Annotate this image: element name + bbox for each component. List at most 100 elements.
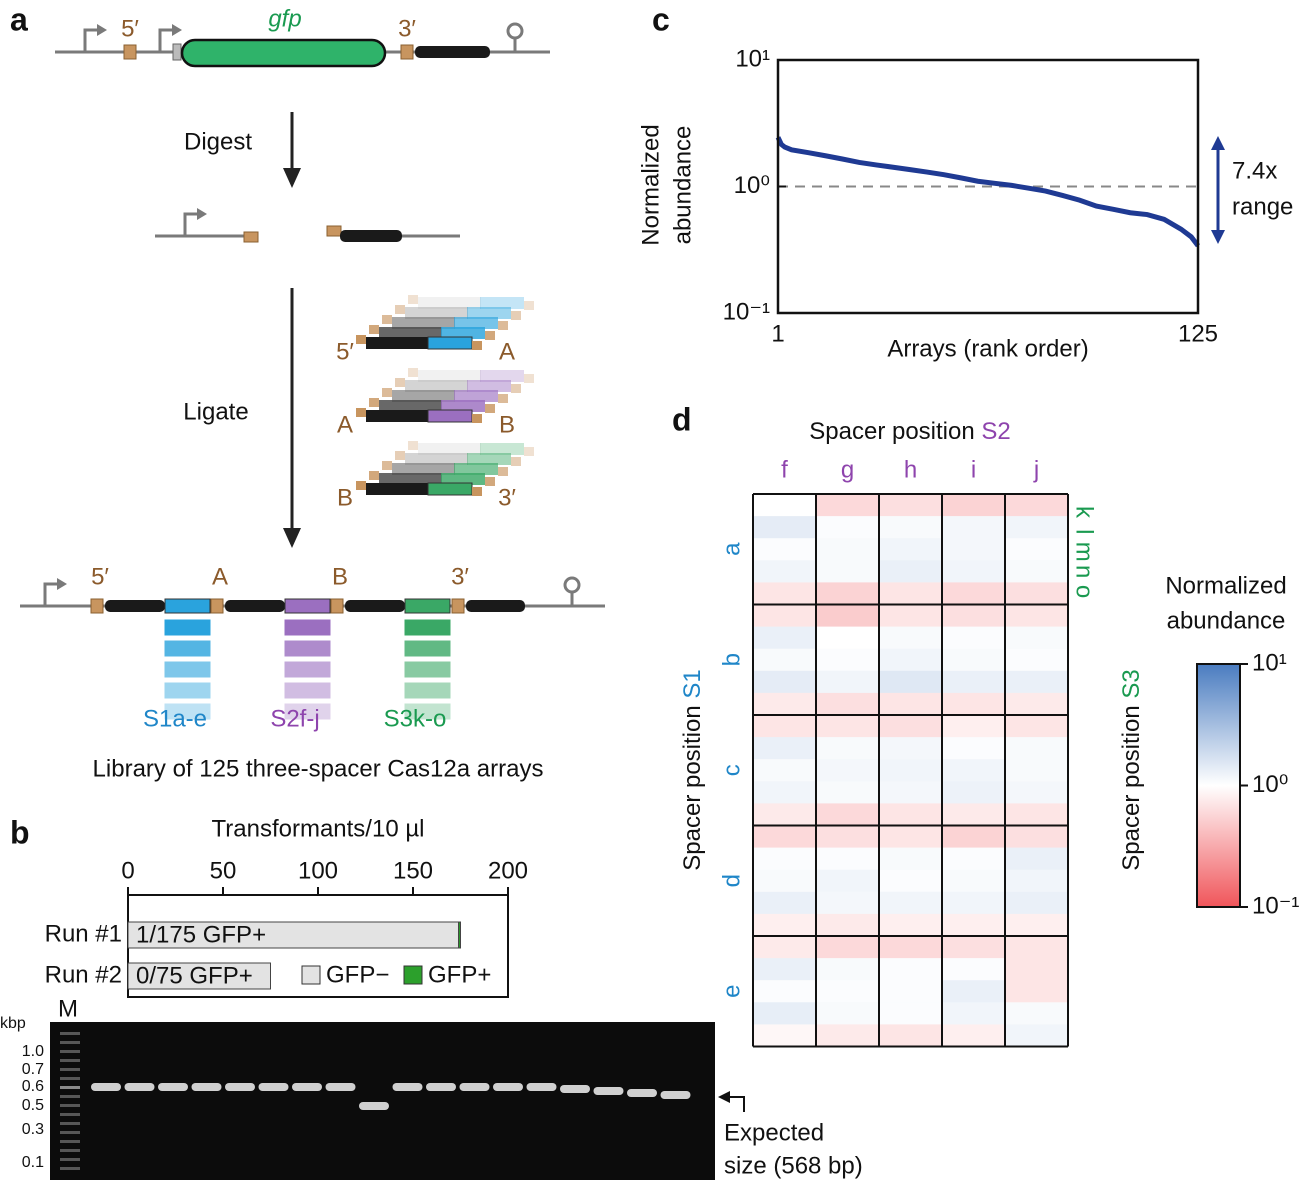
gel-band xyxy=(191,1083,222,1091)
heatmap-cell xyxy=(879,582,943,605)
label: gfp xyxy=(268,5,301,32)
shape xyxy=(164,703,211,720)
heatmap-cell xyxy=(879,692,943,716)
shape xyxy=(404,703,451,720)
shape xyxy=(180,38,387,68)
shape xyxy=(392,317,455,329)
y-axis-label: Normalized xyxy=(637,124,664,245)
label: 5′ xyxy=(336,338,354,365)
heatmap-cell xyxy=(1005,560,1069,583)
heatmap-cell xyxy=(1005,737,1069,760)
heatmap-cell xyxy=(942,670,1006,694)
gel-band xyxy=(325,1083,356,1091)
shape xyxy=(467,453,511,465)
shape xyxy=(284,682,331,699)
shape xyxy=(60,1077,80,1080)
arrow-head xyxy=(1211,136,1225,150)
heatmap-cell xyxy=(1005,494,1069,517)
panel-label: b xyxy=(10,814,30,850)
heatmap-cell xyxy=(816,582,880,605)
shape xyxy=(395,451,405,460)
shape xyxy=(356,335,366,344)
shape xyxy=(451,598,465,614)
heatmap-cell xyxy=(1005,958,1069,981)
shape xyxy=(60,1050,80,1053)
shape xyxy=(498,467,508,476)
heatmap-cell xyxy=(942,604,1006,628)
shape xyxy=(405,380,468,392)
heatmap-cell xyxy=(942,648,1006,672)
heatmap-cell xyxy=(942,891,1006,915)
heatmap-cell xyxy=(753,891,817,915)
shape xyxy=(441,327,485,339)
heatmap-cell xyxy=(942,825,1006,849)
shape xyxy=(382,388,392,397)
promoter xyxy=(43,582,57,606)
shape xyxy=(330,598,344,614)
heatmap-cell xyxy=(816,958,880,981)
promoter-head xyxy=(97,24,107,36)
shape xyxy=(105,600,165,612)
annotation: 7.4x xyxy=(1232,157,1277,184)
shape xyxy=(60,1122,80,1125)
label: 3′ xyxy=(498,484,516,511)
heatmap-cell xyxy=(942,847,1006,871)
heatmap-cell xyxy=(753,737,817,760)
heatmap-cell xyxy=(942,626,1006,650)
gel-band xyxy=(459,1083,490,1091)
heatmap-cell xyxy=(816,538,880,561)
shape xyxy=(326,225,342,237)
gel-band xyxy=(392,1083,423,1091)
shape xyxy=(60,1032,80,1035)
heatmap-cell xyxy=(753,648,817,672)
shape xyxy=(480,370,524,382)
gel-band xyxy=(627,1089,657,1097)
shape xyxy=(466,600,525,612)
lane-label: M xyxy=(58,995,78,1022)
heatmap-cell xyxy=(879,670,943,694)
shape xyxy=(356,481,366,490)
heatmap-cell xyxy=(879,1002,943,1025)
x-tick-label: 100 xyxy=(298,857,338,884)
panel-label: a xyxy=(10,1,28,37)
shape xyxy=(366,337,429,349)
label: S2 xyxy=(981,418,1010,445)
x-tick-label: 50 xyxy=(210,857,237,884)
shape xyxy=(284,619,331,636)
heatmap-cell xyxy=(879,891,943,915)
promoter xyxy=(183,212,197,236)
heatmap-cell xyxy=(879,958,943,981)
heatmap-cell xyxy=(879,516,943,539)
heatmap-cell xyxy=(1005,626,1069,650)
heatmap-cell xyxy=(816,759,880,782)
heatmap-cell xyxy=(942,936,1006,959)
bar xyxy=(458,921,462,949)
column-label: f xyxy=(781,456,788,483)
gel-band xyxy=(124,1083,155,1091)
shape xyxy=(164,682,211,699)
heatmap-cell xyxy=(879,648,943,672)
shape xyxy=(408,368,418,377)
heatmap-cell xyxy=(879,847,943,871)
heatmap-cell xyxy=(753,958,817,981)
heatmap-cell xyxy=(942,538,1006,561)
heatmap-cell xyxy=(942,494,1006,517)
heatmap-cell xyxy=(942,869,1006,893)
shape xyxy=(60,1131,80,1134)
row-group-label: d xyxy=(718,874,745,887)
heatmap-cell xyxy=(1005,847,1069,871)
shape xyxy=(284,640,331,657)
heatmap-y2label: Spacer position S3 xyxy=(1118,669,1145,870)
heatmap-cell xyxy=(879,825,943,849)
shape xyxy=(382,315,392,324)
colorbar-tick-label: 10¹ xyxy=(1252,649,1287,676)
heatmap-cell xyxy=(753,715,817,738)
y-axis-label: abundance xyxy=(669,126,696,245)
shape xyxy=(524,447,534,456)
shape xyxy=(472,341,482,350)
row-label: m xyxy=(1071,542,1098,562)
arrow-head xyxy=(283,168,301,188)
heatmap-cell xyxy=(816,1024,880,1047)
heatmap-cell xyxy=(879,869,943,893)
gel-band xyxy=(560,1085,590,1093)
